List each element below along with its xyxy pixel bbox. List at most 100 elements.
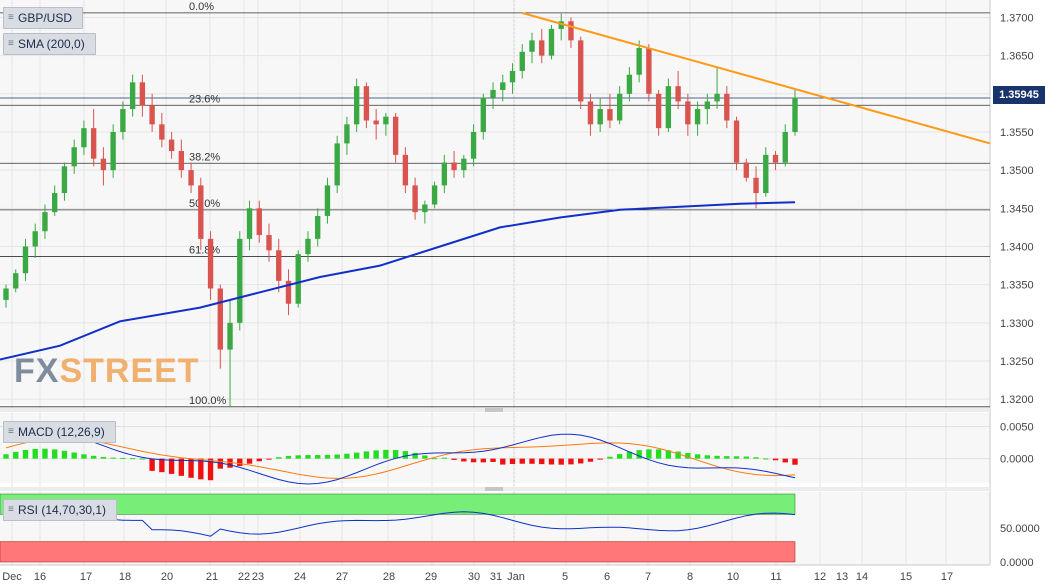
macd-histogram-bar xyxy=(509,458,516,465)
macd-histogram-bar xyxy=(461,458,467,462)
x-tick-label: 11 xyxy=(770,571,781,583)
x-tick-label: Dec xyxy=(2,571,22,583)
candle-body xyxy=(529,40,535,52)
macd-histogram-bar xyxy=(441,457,448,459)
macd-label: MACD (12,26,9) xyxy=(18,425,105,439)
macd-histogram-bar xyxy=(266,458,272,460)
macd-histogram-bar xyxy=(568,458,574,465)
x-tick-label: 10 xyxy=(727,571,739,583)
candle-body xyxy=(324,185,331,216)
watermark-street: STREET xyxy=(59,352,200,390)
macd-histogram-bar xyxy=(763,458,769,460)
x-tick-label: 27 xyxy=(336,571,348,583)
candle-body xyxy=(597,109,603,125)
macd-histogram-bar xyxy=(782,458,788,463)
macd-histogram-bar xyxy=(529,458,535,464)
macd-histogram-bar xyxy=(237,458,243,466)
macd-histogram-bar xyxy=(168,458,175,474)
candle-body xyxy=(509,70,516,83)
x-tick-label: 8 xyxy=(687,571,693,583)
macd-histogram-bar xyxy=(22,449,29,459)
candle-body xyxy=(733,120,740,163)
candle-body xyxy=(373,120,379,125)
last-price-tag: 1.35945 xyxy=(993,86,1045,104)
rsi-overbought-zone xyxy=(0,493,796,515)
macd-histogram-bar xyxy=(61,450,68,459)
candle-body xyxy=(539,40,545,56)
candle-body xyxy=(305,238,311,255)
macd-histogram-bar xyxy=(13,451,19,459)
main-panel-bg xyxy=(0,0,990,405)
candle-body xyxy=(81,128,87,148)
candle-body xyxy=(743,162,749,178)
watermark-fx: FX xyxy=(14,352,60,390)
macd-histogram-bar xyxy=(227,458,233,468)
panel-separator xyxy=(0,408,990,412)
macd-histogram-bar xyxy=(422,455,428,459)
macd-histogram-bar xyxy=(490,458,496,462)
macd-histogram-bar xyxy=(724,456,730,459)
macd-histogram-bar xyxy=(383,449,389,459)
x-tick-label: 28 xyxy=(383,571,395,583)
y-tick-label: 1.3550 xyxy=(1000,127,1034,139)
macd-histogram-bar xyxy=(52,449,58,459)
candle-body xyxy=(188,170,194,186)
x-tick-label: 31 xyxy=(490,571,502,583)
watermark: FXSTREET xyxy=(14,352,200,391)
macd-tag[interactable]: ≡ MACD (12,26,9) xyxy=(3,421,116,443)
candle-body xyxy=(422,204,428,213)
instrument-tag[interactable]: ≡ GBP/USD xyxy=(3,7,84,29)
candle-body xyxy=(71,147,77,167)
macd-histogram-bar xyxy=(587,458,594,462)
macd-histogram-bar xyxy=(344,453,350,459)
candle-body xyxy=(207,238,214,289)
y-tick-label: 1.3650 xyxy=(1000,51,1034,63)
candle-body xyxy=(548,28,555,56)
candle-body xyxy=(22,246,29,274)
x-tick-label: 30 xyxy=(468,571,480,583)
candle-body xyxy=(276,250,282,281)
macd-histogram-bar xyxy=(149,458,155,471)
candle-body xyxy=(334,143,340,186)
macd-histogram-bar xyxy=(217,458,223,469)
rsi-tag[interactable]: ≡ RSI (14,70,30,1) xyxy=(3,499,118,521)
macd-histogram-bar xyxy=(470,458,477,463)
x-tick-label: 12 xyxy=(814,571,826,583)
last-price-value: 1.35945 xyxy=(999,89,1039,101)
candle-body xyxy=(383,116,389,125)
macd-histogram-bar xyxy=(120,457,126,459)
chevron-icon: ≡ xyxy=(8,504,14,515)
macd-histogram-bar xyxy=(616,454,623,459)
candle-body xyxy=(558,21,564,29)
macd-histogram-bar xyxy=(451,458,457,460)
candle-body xyxy=(451,162,457,171)
macd-histogram-bar xyxy=(285,455,292,459)
macd-histogram-bar xyxy=(32,448,38,459)
macd-histogram-bar xyxy=(90,455,97,459)
candle-body xyxy=(655,93,662,129)
candle-body xyxy=(578,40,584,102)
x-tick-label: 13 xyxy=(836,571,848,583)
candle-body xyxy=(665,86,672,129)
x-tick-label: 20 xyxy=(161,571,173,583)
candle-body xyxy=(237,238,243,323)
fib-level-label: 0.0% xyxy=(189,1,214,13)
sma-tag[interactable]: ≡ SMA (200,0) xyxy=(3,33,96,55)
macd-histogram-bar xyxy=(733,456,740,459)
macd-histogram-bar xyxy=(110,457,116,459)
candle-body xyxy=(256,208,262,236)
rsi-y-tick-label: 0.0000 xyxy=(1000,557,1034,569)
candle-body xyxy=(100,158,107,171)
macd-histogram-bar xyxy=(519,458,525,464)
macd-histogram-bar xyxy=(246,458,253,464)
macd-y-tick-label: 0.0000 xyxy=(1000,454,1034,466)
y-tick-label: 1.3200 xyxy=(1000,394,1034,406)
macd-histogram-bar xyxy=(743,456,749,459)
candle-body xyxy=(587,101,594,125)
x-tick-label: 18 xyxy=(119,571,131,583)
candle-body xyxy=(675,86,681,102)
x-tick-label: 22 xyxy=(238,571,250,583)
candle-body xyxy=(159,124,165,140)
macd-histogram-bar xyxy=(81,454,87,459)
